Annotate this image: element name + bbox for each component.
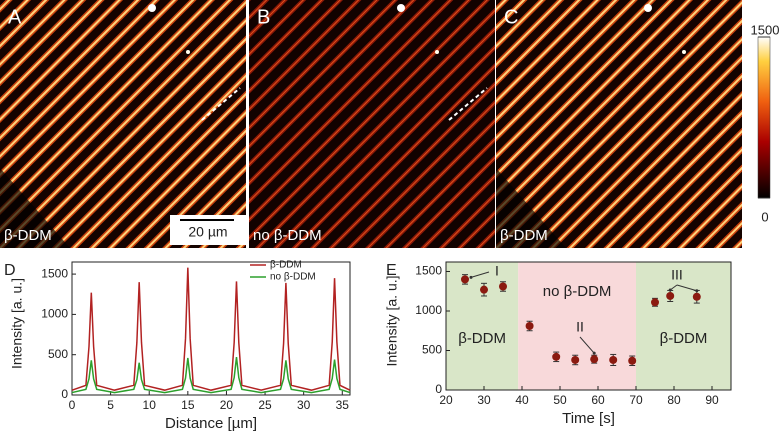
data-point [461, 275, 469, 284]
x-tick-label: 80 [667, 393, 681, 407]
bright-spot [435, 50, 439, 54]
panel-label: D [4, 262, 16, 279]
y-tick-label: 1500 [415, 264, 442, 278]
data-line [71, 267, 351, 391]
x-tick-label: 10 [143, 398, 157, 412]
data-point [525, 322, 534, 330]
data-point [552, 352, 561, 361]
x-tick-label: 30 [297, 398, 311, 412]
panel-caption: no β-DDM [253, 227, 322, 244]
colorbar-tick-label: 1500 [751, 22, 780, 37]
arrow-head [668, 288, 672, 292]
region-label: no β-DDM [543, 283, 612, 300]
data-point [590, 355, 599, 364]
x-tick-label: 5 [107, 398, 114, 412]
x-tick-label: 0 [69, 398, 76, 412]
region-label: β-DDM [458, 330, 506, 347]
x-tick-label: 90 [705, 393, 719, 407]
data-point [651, 298, 659, 307]
dark-region [496, 168, 566, 248]
legend-label: no β-DDM [270, 272, 316, 283]
bright-spot [644, 4, 652, 12]
region [518, 262, 636, 390]
arrow-head [695, 289, 699, 293]
annotation: III [671, 267, 683, 283]
y-axis-title: Intensity [a. u.] [384, 275, 400, 366]
profile-line [201, 87, 241, 121]
dark-region [0, 168, 70, 248]
annotation-arrow [579, 336, 595, 354]
colorbar-tick-label: 0 [761, 209, 768, 224]
data-point [666, 291, 675, 300]
y-tick-label: 1500 [41, 266, 68, 280]
y-tick-label: 500 [48, 347, 68, 361]
y-tick-label: 1000 [415, 303, 442, 317]
profile-line [448, 87, 488, 121]
bright-spot [397, 4, 405, 12]
bright-spot [148, 4, 156, 12]
y-axis-title: Intensity [a. u.] [9, 278, 25, 369]
x-axis-title: Distance [µm] [165, 415, 257, 432]
data-point [628, 356, 637, 365]
x-tick-label: 20 [439, 393, 453, 407]
annotation: II [576, 319, 584, 335]
y-tick-label: 500 [422, 343, 442, 357]
y-tick-label: 1000 [41, 307, 68, 321]
colorbar [757, 36, 771, 199]
micrograph [0, 0, 246, 248]
panel-caption: β-DDM [500, 227, 548, 244]
panel-label: C [504, 6, 518, 28]
x-tick-label: 40 [515, 393, 529, 407]
micrograph [496, 0, 742, 248]
x-tick-label: 50 [553, 393, 567, 407]
x-axis-title: Time [s] [562, 410, 615, 427]
bright-spot [682, 50, 686, 54]
panel-label: B [257, 6, 270, 28]
data-line [71, 357, 351, 394]
annotation: I [495, 263, 499, 279]
data-point [609, 355, 618, 364]
x-tick-label: 15 [181, 398, 195, 412]
x-tick-label: 20 [220, 398, 234, 412]
y-tick-label: 0 [435, 382, 442, 396]
plot-frame [71, 261, 351, 396]
micrograph [249, 0, 495, 248]
x-tick-label: 35 [336, 398, 350, 412]
x-tick-label: 25 [258, 398, 272, 412]
region [636, 262, 731, 390]
annotation-arrow [470, 271, 490, 278]
region-label: β-DDM [660, 330, 708, 347]
x-tick-label: 60 [591, 393, 605, 407]
data-point [480, 285, 488, 294]
x-tick-label: 70 [629, 393, 643, 407]
y-tick-label: 0 [61, 387, 68, 401]
scale-bar-label: 20 µm [188, 224, 227, 240]
plot-frame [445, 261, 732, 391]
bright-spot [186, 50, 190, 54]
data-point [692, 292, 701, 301]
data-point [499, 282, 507, 291]
annotation-arrow [676, 284, 697, 292]
region [446, 262, 519, 390]
panel-label: A [8, 6, 22, 28]
panel-caption: β-DDM [4, 227, 52, 244]
arrow-head [469, 275, 473, 279]
arrow-head [592, 351, 596, 355]
x-tick-label: 30 [477, 393, 491, 407]
panel-label: E [386, 262, 397, 279]
data-point [571, 355, 580, 364]
legend-label: β-DDM [270, 260, 302, 271]
